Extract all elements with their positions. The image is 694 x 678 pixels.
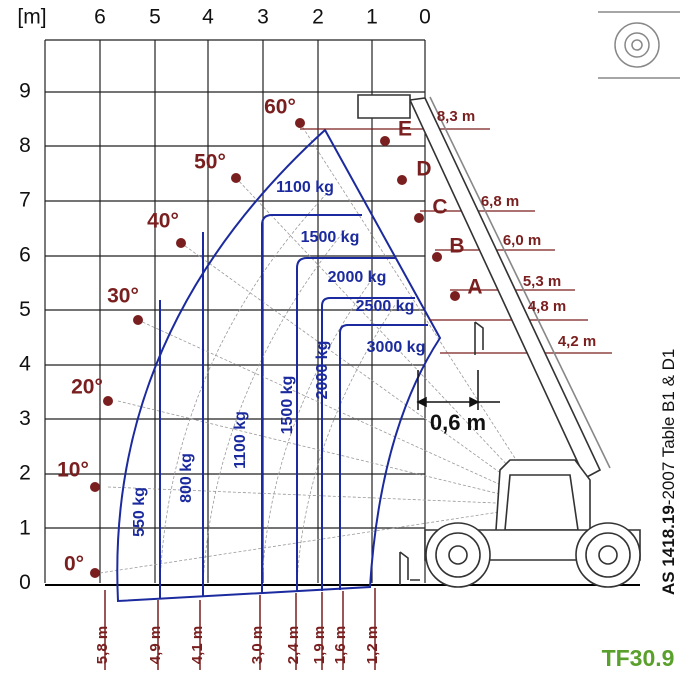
angle-marker (176, 238, 186, 248)
height-label: 6,8 m (481, 193, 519, 210)
offset-label: 0,6 m (430, 410, 486, 435)
load-label: 550 kg (131, 487, 148, 537)
distance-label: 1,6 m (332, 626, 349, 664)
boom-point-marker (414, 213, 424, 223)
standard-note: AS 1418.19-2007 Table B1 & D1 (659, 349, 678, 595)
boom-point-label: E (398, 118, 412, 141)
load-label: 1100 kg (276, 179, 334, 196)
distance-label: 1,9 m (311, 626, 328, 664)
boom-point-label: D (416, 158, 431, 181)
distance-label: 4,1 m (189, 626, 206, 664)
y-axis-label: 3 (19, 407, 31, 430)
offset-dimension (418, 370, 500, 410)
distance-label: 1,2 m (364, 626, 381, 664)
angle-label: 40° (147, 210, 179, 233)
y-axis-label: 8 (19, 134, 31, 157)
load-label: 800 kg (178, 453, 195, 503)
boom-point-marker (450, 291, 460, 301)
y-axis-label: 7 (19, 189, 31, 212)
load-label: 3000 kg (367, 339, 426, 356)
load-label: 1500 kg (279, 376, 296, 435)
boom-point-label: B (449, 235, 464, 258)
axis-unit: [m] (17, 6, 46, 29)
y-axis-label: 9 (19, 80, 31, 103)
load-label: 1500 kg (301, 229, 360, 246)
load-label: 2500 kg (356, 298, 415, 315)
load-label: 1100 kg (232, 411, 249, 469)
height-lines (105, 129, 612, 670)
distance-label: 4,9 m (147, 626, 164, 664)
angle-label: 50° (194, 151, 226, 174)
distance-label: 3,0 m (249, 626, 266, 664)
height-label: 6,0 m (503, 232, 541, 249)
angle-label: 10° (57, 459, 89, 482)
angle-label: 0° (64, 553, 84, 576)
y-axis-label: 6 (19, 243, 31, 266)
height-label: 4,8 m (528, 298, 566, 315)
angle-marker (90, 568, 100, 578)
y-axis-label: 4 (19, 353, 31, 376)
boom-point-label: C (432, 196, 447, 219)
height-label: 8,3 m (437, 108, 475, 125)
x-axis-label: 0 (419, 6, 431, 29)
distance-label: 5,8 m (94, 626, 111, 664)
angle-marker (295, 118, 305, 128)
angle-label: 20° (71, 376, 103, 399)
boom-point-marker (432, 252, 442, 262)
standard-rest: -2007 Table B1 & D1 (659, 349, 678, 506)
x-axis-label: 6 (94, 6, 106, 29)
y-axis-label: 2 (19, 462, 31, 485)
boom-point-marker (380, 136, 390, 146)
load-label: 2000 kg (328, 269, 387, 286)
icon (598, 12, 680, 78)
x-axis-label: 4 (202, 6, 214, 29)
y-axis-label: 5 (19, 298, 31, 321)
x-axis-label: 5 (149, 6, 161, 29)
y-axis-label: 0 (19, 571, 31, 594)
angle-marker (90, 482, 100, 492)
distance-label: 2,4 m (285, 626, 302, 664)
angle-marker (133, 315, 143, 325)
x-axis-label: 2 (312, 6, 324, 29)
height-label: 5,3 m (523, 273, 561, 290)
boom-point-marker (397, 175, 407, 185)
angle-label: 30° (107, 285, 139, 308)
x-axis-label: 3 (257, 6, 269, 29)
angle-marker (231, 173, 241, 183)
model: TF30.9 (602, 645, 675, 671)
angle-label: 60° (264, 96, 296, 119)
angle-marker (103, 396, 113, 406)
standard-code: AS 1418.19 (659, 505, 678, 595)
x-axis-label: 1 (366, 6, 378, 29)
y-axis-label: 1 (19, 516, 31, 539)
load-label: 2000 kg (314, 341, 331, 400)
height-label: 4,2 m (558, 333, 596, 350)
load-chart: [m] AS 1418.19-2007 Table B1 & D1 TF30.9… (0, 0, 694, 678)
boom-point-label: A (467, 276, 482, 299)
